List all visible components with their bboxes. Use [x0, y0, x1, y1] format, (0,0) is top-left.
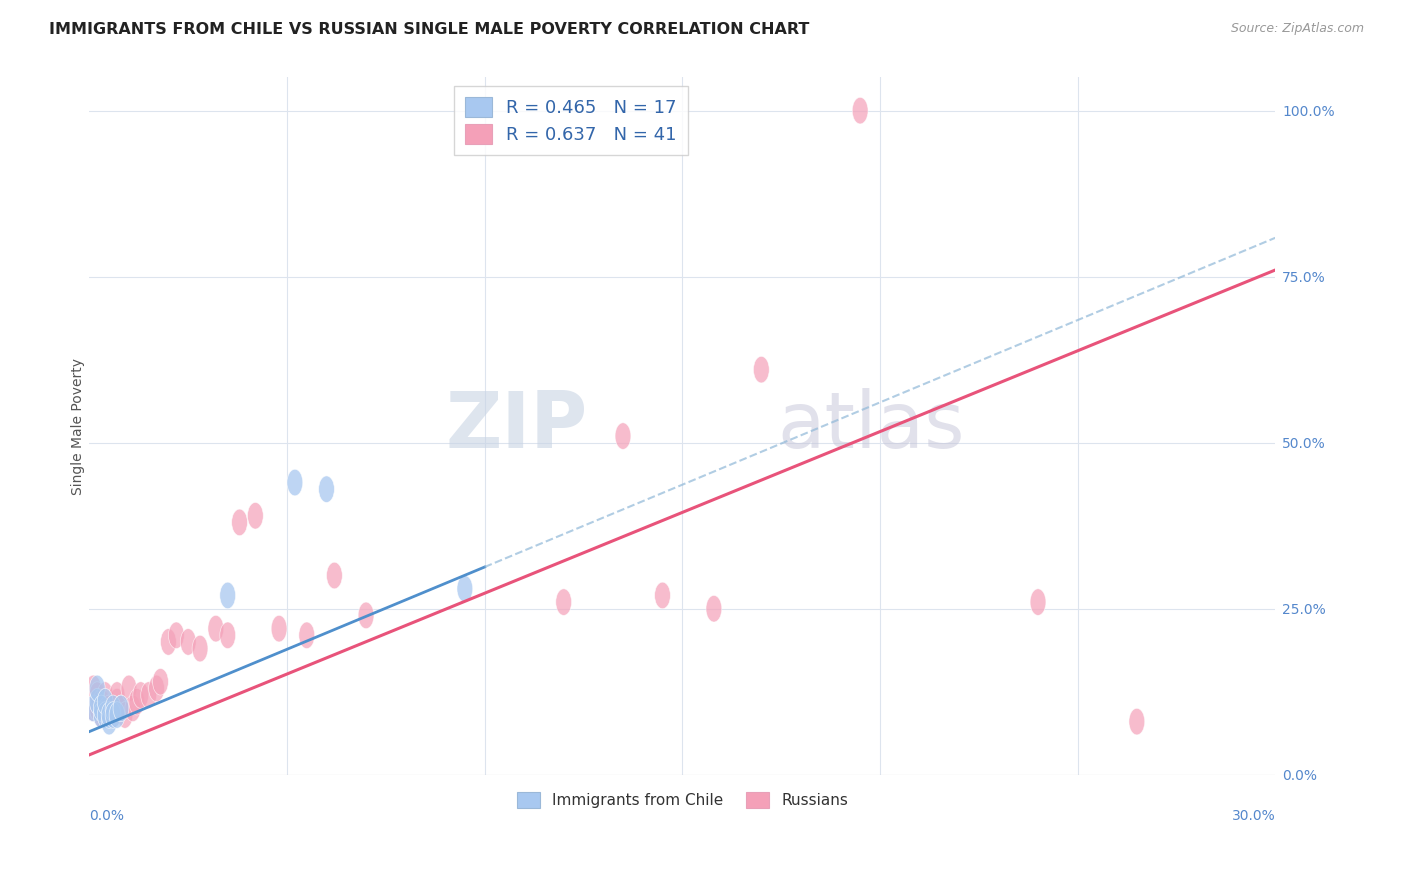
- Ellipse shape: [86, 695, 101, 722]
- Ellipse shape: [90, 689, 105, 715]
- Legend: Immigrants from Chile, Russians: Immigrants from Chile, Russians: [509, 784, 856, 816]
- Ellipse shape: [125, 695, 141, 722]
- Ellipse shape: [97, 695, 112, 722]
- Ellipse shape: [149, 675, 165, 702]
- Text: IMMIGRANTS FROM CHILE VS RUSSIAN SINGLE MALE POVERTY CORRELATION CHART: IMMIGRANTS FROM CHILE VS RUSSIAN SINGLE …: [49, 22, 810, 37]
- Ellipse shape: [110, 681, 125, 708]
- Ellipse shape: [1031, 589, 1046, 615]
- Ellipse shape: [219, 582, 236, 608]
- Ellipse shape: [219, 622, 236, 648]
- Ellipse shape: [105, 702, 121, 728]
- Ellipse shape: [97, 681, 112, 708]
- Ellipse shape: [90, 681, 105, 708]
- Ellipse shape: [101, 702, 117, 728]
- Ellipse shape: [1129, 708, 1144, 735]
- Ellipse shape: [112, 695, 129, 722]
- Text: 0.0%: 0.0%: [90, 809, 124, 823]
- Ellipse shape: [101, 695, 117, 722]
- Ellipse shape: [132, 681, 149, 708]
- Ellipse shape: [614, 423, 631, 450]
- Ellipse shape: [180, 629, 195, 656]
- Ellipse shape: [86, 695, 101, 722]
- Ellipse shape: [287, 469, 302, 496]
- Ellipse shape: [90, 695, 105, 722]
- Ellipse shape: [193, 635, 208, 662]
- Ellipse shape: [232, 509, 247, 536]
- Text: ZIP: ZIP: [446, 388, 588, 464]
- Ellipse shape: [141, 681, 156, 708]
- Ellipse shape: [105, 702, 121, 728]
- Ellipse shape: [555, 589, 572, 615]
- Ellipse shape: [299, 622, 315, 648]
- Ellipse shape: [97, 689, 112, 715]
- Ellipse shape: [90, 675, 105, 702]
- Ellipse shape: [93, 702, 110, 728]
- Text: 30.0%: 30.0%: [1232, 809, 1275, 823]
- Ellipse shape: [110, 689, 125, 715]
- Ellipse shape: [129, 689, 145, 715]
- Text: atlas: atlas: [778, 388, 965, 464]
- Text: Source: ZipAtlas.com: Source: ZipAtlas.com: [1230, 22, 1364, 36]
- Ellipse shape: [117, 702, 132, 728]
- Ellipse shape: [86, 675, 101, 702]
- Ellipse shape: [105, 695, 121, 722]
- Ellipse shape: [153, 668, 169, 695]
- Ellipse shape: [169, 622, 184, 648]
- Ellipse shape: [247, 502, 263, 529]
- Ellipse shape: [457, 575, 472, 602]
- Ellipse shape: [160, 629, 176, 656]
- Y-axis label: Single Male Poverty: Single Male Poverty: [72, 358, 86, 494]
- Ellipse shape: [208, 615, 224, 642]
- Ellipse shape: [97, 702, 112, 728]
- Ellipse shape: [93, 695, 110, 722]
- Ellipse shape: [271, 615, 287, 642]
- Ellipse shape: [101, 708, 117, 735]
- Ellipse shape: [852, 97, 868, 124]
- Ellipse shape: [93, 689, 110, 715]
- Ellipse shape: [326, 562, 342, 589]
- Ellipse shape: [359, 602, 374, 629]
- Ellipse shape: [319, 476, 335, 502]
- Ellipse shape: [121, 675, 136, 702]
- Ellipse shape: [706, 596, 721, 622]
- Ellipse shape: [112, 695, 129, 722]
- Ellipse shape: [93, 702, 110, 728]
- Ellipse shape: [754, 357, 769, 383]
- Ellipse shape: [655, 582, 671, 608]
- Ellipse shape: [110, 702, 125, 728]
